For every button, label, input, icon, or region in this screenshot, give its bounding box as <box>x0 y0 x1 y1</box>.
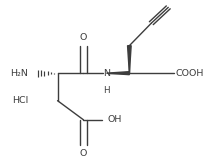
Polygon shape <box>127 46 131 73</box>
Text: HCl: HCl <box>12 96 28 105</box>
Text: OH: OH <box>107 115 122 124</box>
Polygon shape <box>106 72 129 75</box>
Text: COOH: COOH <box>175 69 204 78</box>
Text: H₂N: H₂N <box>10 69 28 78</box>
Text: O: O <box>80 149 87 158</box>
Text: O: O <box>80 33 87 41</box>
Text: N: N <box>103 69 110 78</box>
Text: H: H <box>103 86 110 95</box>
